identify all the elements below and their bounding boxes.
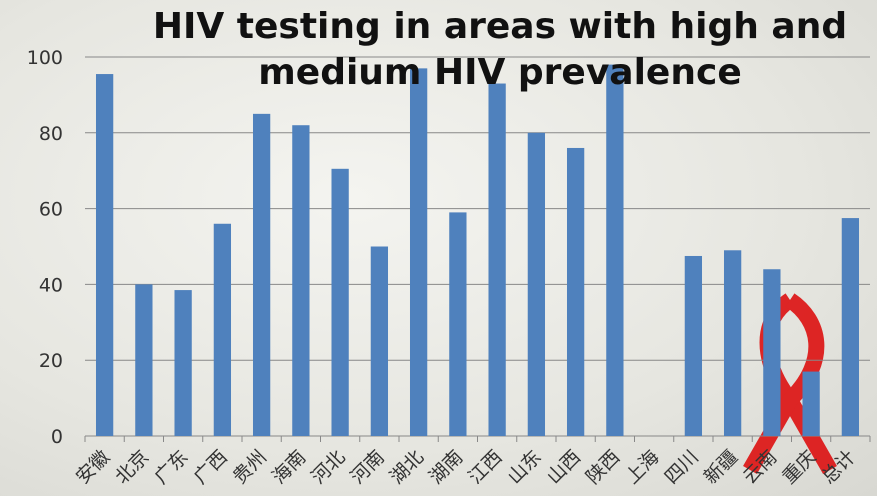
bar [253,114,270,436]
bar [685,256,702,436]
slide: 0 20 40 60 80 100 安徽北京广东广西贵州海南河北河南湖北湖南江西山东山西陕西… [0,0,877,496]
bar [174,290,191,436]
bar [724,250,741,436]
x-tick-label: 新疆 [700,446,742,488]
y-tick-label: 80 [39,123,63,145]
bar [606,65,623,436]
x-tick-label: 广东 [150,446,192,488]
bar [214,224,231,436]
x-tick-label: 湖南 [425,446,467,488]
x-tick-label: 安徽 [72,446,114,488]
x-tick-label: 云南 [739,446,781,488]
bar [842,218,859,436]
y-tick-label: 20 [39,350,63,372]
bar [763,269,780,436]
bar [802,372,819,436]
bar [567,148,584,436]
x-tick-label: 北京 [111,446,153,488]
x-tick-label: 四川 [660,446,702,488]
y-tick-label: 100 [27,47,63,69]
y-tick-label: 40 [39,274,63,296]
x-tick-label: 陕西 [582,446,624,488]
x-tick-label: 湖北 [386,446,428,488]
bar [410,68,427,436]
bar [449,212,466,436]
x-tick-label: 上海 [621,446,663,488]
bar [488,84,505,436]
x-tick-label: 河北 [307,446,349,488]
bar [292,125,309,436]
x-tick-label: 山西 [543,446,585,488]
x-tick-label: 贵州 [229,446,271,488]
bar [135,284,152,436]
x-tick-label: 江西 [464,446,506,488]
x-tick-label: 广西 [189,446,231,488]
bar [331,169,348,436]
y-tick-label: 0 [51,426,63,448]
y-tick-label: 60 [39,199,63,221]
x-tick-label: 河南 [346,446,388,488]
x-tick-label: 山东 [503,446,545,488]
x-tick-label: 海南 [268,446,310,488]
bar [528,133,545,436]
chart-title: HIV testing in areas with high and mediu… [150,4,850,96]
bar [371,247,388,437]
bar [96,74,113,436]
